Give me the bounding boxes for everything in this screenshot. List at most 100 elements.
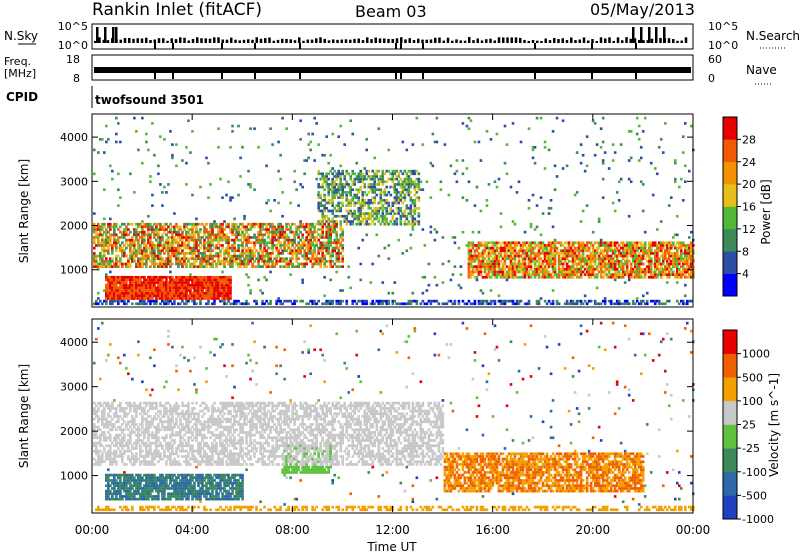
range-gate-cell [383,191,387,194]
range-gate-cell [311,252,314,255]
range-gate-cell [635,297,639,300]
range-gate-cell [553,252,557,255]
range-gate-cell [381,191,385,194]
range-gate-cell [479,299,483,303]
range-gate-cell [169,228,172,231]
range-gate-cell [169,265,172,268]
range-gate-cell [289,201,292,205]
colorbar-swatch [723,206,737,230]
range-gate-cell [337,241,341,245]
range-gate-cell [597,257,601,261]
range-gate-cell [125,283,128,287]
range-gate-cell [315,222,318,226]
range-gate-cell [405,222,409,226]
range-gate-cell [391,291,395,295]
range-gate-cell [373,222,377,226]
range-gate-cell [583,267,587,271]
range-gate-cell [645,291,649,295]
range-gate-cell [191,222,194,226]
range-gate-cell [627,302,631,306]
range-gate-cell [209,222,212,226]
range-gate-cell [543,270,547,274]
range-gate-cell [641,252,645,255]
range-gate-cell [103,246,106,250]
range-gate-cell [189,297,192,300]
range-gate-cell [197,278,200,282]
range-gate-cell [551,241,555,245]
range-gate-cell [251,236,254,239]
range-gate-cell [139,257,142,261]
nsky-bar [217,37,220,43]
range-gate-cell [245,265,248,268]
range-gate-cell [391,175,395,178]
range-gate-cell [469,249,473,253]
range-gate-cell [329,262,332,266]
range-gate-cell [603,297,607,300]
nsky-bar [421,39,424,43]
range-gate-cell [173,230,176,234]
range-gate-cell [219,222,222,226]
range-gate-cell [503,267,507,271]
range-gate-cell [123,278,126,282]
range-gate-cell [499,260,503,263]
range-gate-cell [373,183,377,186]
range-gate-cell [661,151,665,154]
range-gate-cell [573,252,577,255]
range-gate-cell [269,209,272,213]
range-gate-cell [159,281,162,284]
range-gate-cell [527,246,531,250]
range-gate-cell [339,222,343,226]
range-gate-cell [221,278,224,282]
range-gate-cell [503,273,507,276]
range-gate-cell [509,246,513,250]
range-gate-cell [651,273,655,276]
range-gate-cell [115,289,118,292]
range-gate-cell [153,265,156,268]
range-gate-cell [237,238,240,242]
range-gate-cell [533,244,537,247]
range-gate-cell [225,283,228,287]
range-gate-cell [333,230,336,234]
range-gate-cell [325,206,328,210]
range-gate-cell [647,270,651,274]
range-gate-cell [209,183,212,186]
range-gate-cell [199,228,202,231]
range-gate-cell [563,270,567,274]
range-gate-cell [227,252,230,255]
range-gate-cell [473,254,477,258]
range-gate-cell [173,294,176,298]
range-gate-cell [263,262,266,266]
range-gate-cell [203,275,206,279]
range-gate-cell [331,265,334,268]
range-gate-cell [263,228,266,231]
range-gate-cell [571,267,575,271]
range-gate-cell [249,236,252,239]
range-gate-cell [203,241,206,245]
range-gate-cell [257,236,260,239]
range-gate-cell [421,291,425,295]
range-gate-cell [295,260,298,263]
range-gate-cell [549,254,553,258]
range-gate-cell [681,135,685,138]
range-gate-cell [487,183,491,186]
range-gate-cell [529,241,533,245]
nsky-bar [225,39,229,43]
range-gate-cell [483,265,487,268]
range-gate-cell [529,244,533,247]
range-gate-cell [149,278,152,282]
range-gate-cell [259,238,262,242]
range-gate-cell [315,236,318,239]
range-gate-cell [335,220,339,223]
range-gate-cell [685,246,689,250]
range-gate-cell [141,289,144,292]
range-gate-cell [343,143,347,146]
range-gate-cell [211,283,214,287]
range-gate-cell [651,270,655,274]
range-gate-cell [371,188,375,192]
range-gate-cell [111,294,114,298]
range-gate-cell [501,273,505,276]
range-gate-cell [685,299,689,303]
range-gate-cell [541,212,545,215]
range-gate-cell [653,270,657,274]
